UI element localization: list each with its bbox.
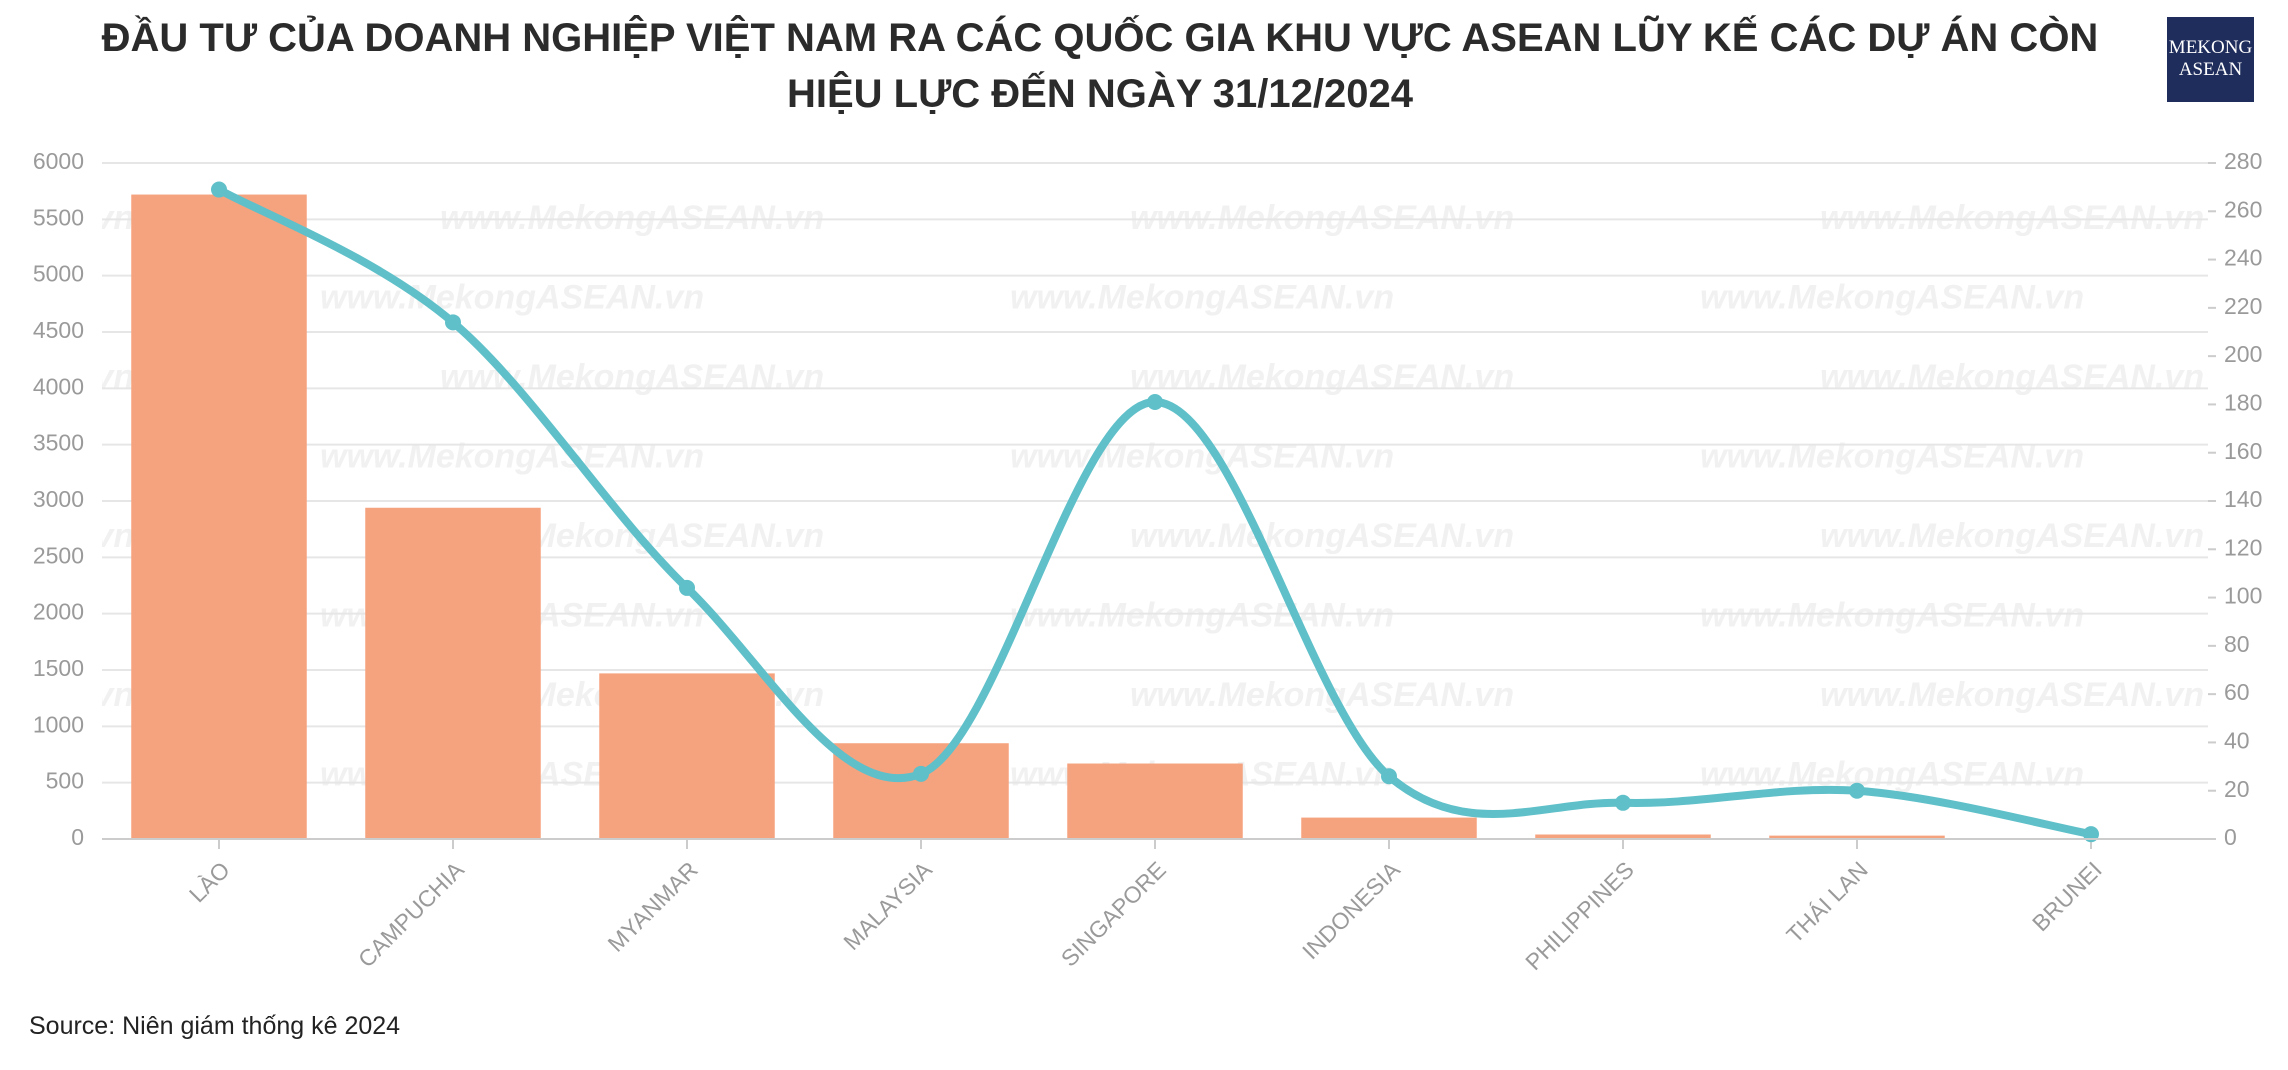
bar (1067, 763, 1243, 839)
point (211, 181, 227, 198)
watermark-group: www.MekongASEAN.vn www.MekongASEAN.vn www.… (0, 199, 2204, 794)
y-tick-label: 5500 (33, 204, 84, 230)
y2-tick-label: 140 (2224, 486, 2262, 512)
point (445, 314, 461, 331)
bar (1769, 835, 1945, 839)
y-tick-label: 2000 (33, 599, 84, 625)
y2-tick-label: 160 (2224, 438, 2262, 464)
x-tick-label: CAMPUCHIA (353, 856, 469, 972)
y-tick-label: 4500 (33, 317, 84, 343)
logo-text: ASEAN (2178, 59, 2243, 80)
watermark: www.MekongASEAN.vn (1130, 358, 1514, 396)
watermark: www.MekongASEAN.vn (1820, 517, 2204, 555)
y-tick-label: 6000 (33, 148, 84, 174)
bar (131, 194, 307, 840)
watermark: www.MekongASEAN.vn (1700, 596, 2084, 634)
bar (1301, 817, 1477, 839)
y-tick-label: 500 (46, 768, 84, 794)
point (913, 765, 929, 782)
y-tick-label: 3500 (33, 430, 84, 456)
watermark: www.MekongASEAN.vn (1820, 199, 2204, 237)
y2-tick-label: 0 (2224, 824, 2237, 850)
x-tick-label: SINGAPORE (1056, 856, 1171, 971)
y-tick-label: 1000 (33, 711, 84, 737)
y-tick-label: 2500 (33, 542, 84, 568)
y-tick-label: 3000 (33, 486, 84, 512)
watermark: www.MekongASEAN.vn (1130, 199, 1514, 237)
y2-tick-label: 100 (2224, 583, 2262, 609)
watermark: www.MekongASEAN.vn (440, 199, 824, 237)
y-tick-label: 0 (71, 824, 84, 850)
y2-tick-label: 80 (2224, 631, 2250, 657)
line (217, 186, 2092, 839)
y2-tick-label: 220 (2224, 293, 2262, 319)
y-tick-label: 5000 (33, 261, 84, 287)
watermark: www.MekongASEAN.vn (320, 278, 704, 316)
watermark: www.MekongASEAN.vn (0, 517, 134, 555)
y-tick-label: 1500 (33, 655, 84, 681)
watermark: www.MekongASEAN.vn (1820, 358, 2204, 396)
watermark: www.MekongASEAN.vn (1700, 755, 2084, 793)
watermark: www.MekongASEAN.vn (0, 676, 134, 714)
x-tick-label: BRUNEI (2027, 856, 2107, 936)
watermark: www.MekongASEAN.vn (1010, 596, 1394, 634)
x-tick-label: PHILIPPINES (1520, 856, 1639, 975)
point (1849, 782, 1865, 799)
bar (599, 673, 775, 839)
watermark: www.MekongASEAN.vn (0, 358, 134, 396)
logo-text: MEKONG (2168, 37, 2253, 58)
watermark: www.MekongASEAN.vn (1010, 437, 1394, 475)
y2-tick-label: 120 (2224, 534, 2262, 560)
y2-tick-label: 280 (2224, 148, 2262, 174)
x-tick-label: THÁI LAN (1781, 856, 1873, 948)
chart: www.MekongASEAN.vn www.MekongASEAN.vn www.… (0, 148, 2263, 975)
watermark: www.MekongASEAN.vn (1700, 278, 2084, 316)
watermark: www.MekongASEAN.vn (1820, 676, 2204, 714)
y2-tick-label: 40 (2224, 728, 2250, 754)
point (1381, 768, 1397, 785)
x-tick-label: LÀO (184, 856, 235, 907)
y2-tick-label: 200 (2224, 341, 2262, 367)
x-tick-label: MALAYSIA (838, 856, 937, 955)
y2-tick-label: 60 (2224, 679, 2250, 705)
watermark: www.MekongASEAN.vn (1700, 437, 2084, 475)
y2-tick-label: 260 (2224, 196, 2262, 222)
watermark: www.MekongASEAN.vn (320, 437, 704, 475)
x-tick-label: MYANMAR (603, 856, 703, 956)
bar (365, 507, 541, 839)
point (1615, 794, 1631, 811)
source: Source: Niên giám thống kê 2024 (29, 1012, 401, 1040)
x-tick-label: INDONESIA (1297, 856, 1405, 964)
point (1147, 394, 1163, 411)
watermark: www.MekongASEAN.vn (0, 199, 134, 237)
watermark: www.MekongASEAN.vn (1010, 278, 1394, 316)
y2-tick-label: 20 (2224, 776, 2250, 802)
chart-title: ĐẦU TƯ CỦA DOANH NGHIỆP VIỆT NAM RA CÁC … (101, 16, 2099, 116)
watermark: www.MekongASEAN.vn (1130, 517, 1514, 555)
point (679, 579, 695, 596)
watermark: www.MekongASEAN.vn (1130, 676, 1514, 714)
bar (833, 743, 1009, 839)
y2-tick-label: 180 (2224, 390, 2262, 416)
y-tick-label: 4000 (33, 373, 84, 399)
y2-tick-label: 240 (2224, 245, 2262, 271)
logo: MEKONG ASEAN (2167, 17, 2254, 102)
bar (1535, 834, 1711, 839)
